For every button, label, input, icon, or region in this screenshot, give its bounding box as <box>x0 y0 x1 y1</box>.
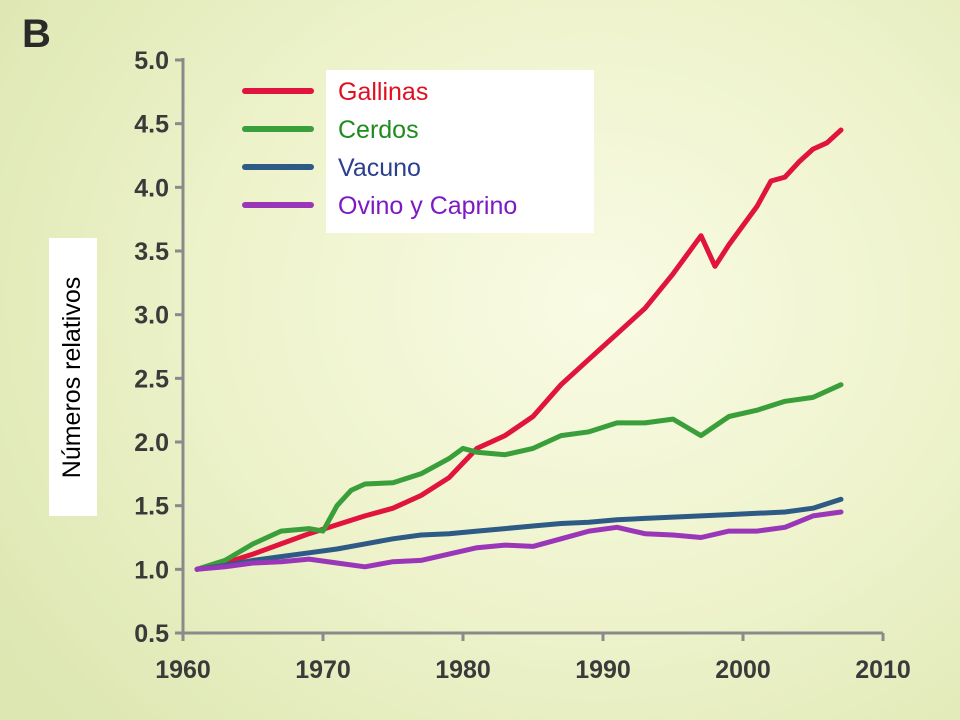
legend-item-cerdos: Cerdos <box>238 112 594 152</box>
y-axis-label-background <box>49 238 97 516</box>
y-tick-label: 3.5 <box>134 238 169 266</box>
y-tick-label: 3.0 <box>134 302 169 330</box>
legend-label-ovino-y-caprino: Ovino y Caprino <box>338 192 518 220</box>
x-tick-label: 1970 <box>295 656 351 684</box>
series-line-vacuno <box>194 496 844 572</box>
legend-item-gallinas: Gallinas <box>238 74 594 114</box>
series-line-ovino-y-caprino <box>194 509 844 572</box>
y-tick-label: 4.5 <box>134 111 169 139</box>
legend: Gallinas Cerdos Vacuno Ovino y Caprino <box>238 70 594 233</box>
legend-swatch-ovino-y-caprino <box>242 202 314 208</box>
y-tick-label: 2.0 <box>134 429 169 457</box>
panel-letter: B <box>22 12 51 56</box>
x-tick-label: 2000 <box>715 656 771 684</box>
x-tick-label: 2010 <box>855 656 911 684</box>
y-tick-label: 0.5 <box>134 620 169 648</box>
legend-swatch-vacuno <box>242 164 314 170</box>
y-tick-label: 1.5 <box>134 493 169 521</box>
x-tick-label: 1980 <box>435 656 491 684</box>
legend-label-vacuno: Vacuno <box>338 154 421 182</box>
y-tick-label: 4.0 <box>134 174 169 202</box>
legend-label-gallinas: Gallinas <box>338 78 429 106</box>
legend-text-background <box>326 70 594 233</box>
series-line-cerdos <box>194 382 844 572</box>
legend-label-cerdos: Cerdos <box>338 116 419 144</box>
legend-swatch-cerdos <box>242 126 314 132</box>
y-tick-label: 5.0 <box>134 47 169 75</box>
x-tick-label: 1990 <box>575 656 631 684</box>
series-layer <box>194 127 844 572</box>
chart-axes: 0.5 1.0 1.5 2.0 2.5 3.0 3.5 4.0 4.5 5.0 1960 1970 19… <box>134 47 911 684</box>
x-tick-label: 1960 <box>155 656 211 684</box>
legend-swatch-gallinas <box>242 88 314 94</box>
y-tick-label: 1.0 <box>134 556 169 584</box>
y-axis-label: Números relativos <box>49 238 97 516</box>
legend-item-ovino-y-caprino: Ovino y Caprino <box>238 188 594 228</box>
y-tick-label: 2.5 <box>134 365 169 393</box>
legend-item-vacuno: Vacuno <box>238 150 594 190</box>
y-axis-label-text: Números relativos <box>58 276 87 478</box>
